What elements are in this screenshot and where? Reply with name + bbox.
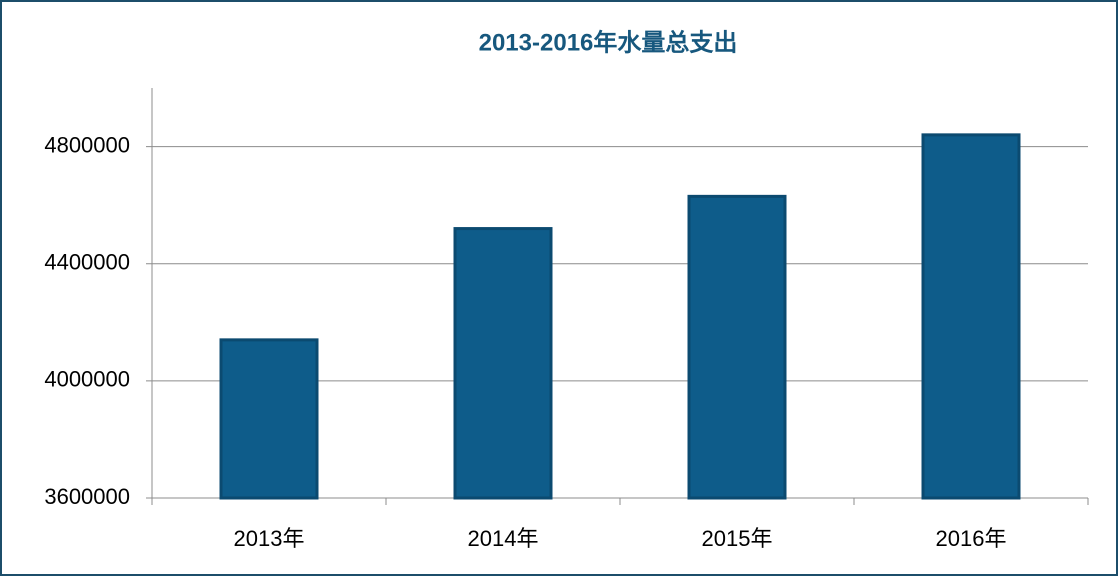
x-tick-label: 2015年 xyxy=(702,526,773,551)
x-tick-label: 2014年 xyxy=(468,526,539,551)
bar xyxy=(687,194,787,500)
bar xyxy=(921,133,1021,500)
x-tick-label: 2013年 xyxy=(234,526,305,551)
x-tick-label: 2016年 xyxy=(936,526,1007,551)
bar xyxy=(219,338,319,500)
y-tick-label: 3600000 xyxy=(44,484,130,509)
y-tick-label: 4400000 xyxy=(44,250,130,275)
chart-title: 2013-2016年水量总支出 xyxy=(479,28,738,56)
y-tick-label: 4000000 xyxy=(44,367,130,392)
y-tick-label: 4800000 xyxy=(44,132,130,157)
bar xyxy=(453,227,553,500)
